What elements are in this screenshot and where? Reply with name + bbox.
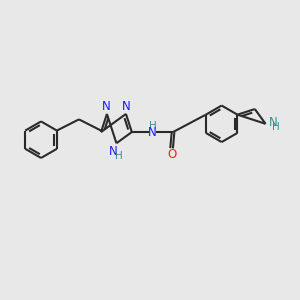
Text: H: H xyxy=(115,152,123,161)
Text: H: H xyxy=(148,121,156,130)
Text: H: H xyxy=(272,122,280,132)
Text: N: N xyxy=(102,100,111,113)
Text: N: N xyxy=(122,100,131,113)
Text: N: N xyxy=(268,116,277,129)
Text: N: N xyxy=(109,145,117,158)
Text: O: O xyxy=(167,148,176,160)
Text: N: N xyxy=(148,125,157,139)
